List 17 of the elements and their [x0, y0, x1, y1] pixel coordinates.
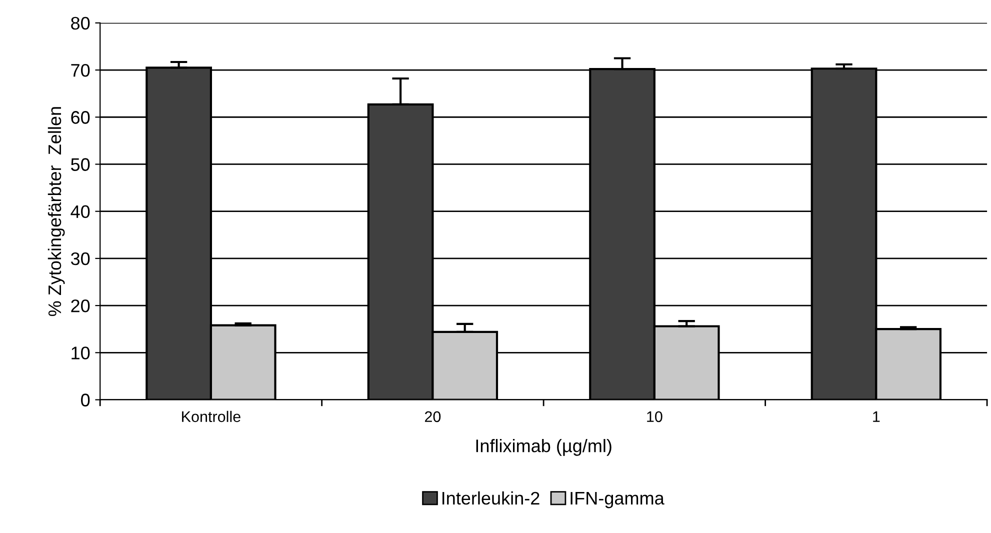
y-tick-label: 30: [70, 252, 90, 266]
legend-label: Interleukin-2: [442, 491, 540, 505]
y-tick-label: 50: [71, 158, 90, 171]
y-tick-label: 10: [72, 346, 90, 360]
y-tick-label: 20: [71, 299, 90, 312]
x-tick-label: 1: [873, 411, 880, 422]
y-tick-label: 60: [71, 111, 90, 124]
y-tick-label: 80: [71, 16, 90, 30]
x-axis-title: Infliximab (µg/ml): [476, 438, 612, 456]
x-tick-label: 10: [647, 411, 662, 422]
y-tick-label: 70: [71, 64, 90, 77]
x-tick-label: Kontrolle: [182, 410, 240, 422]
x-tick-label: 20: [424, 411, 441, 422]
y-tick-label: 40: [70, 205, 90, 218]
legend-label: IFN-gamma: [570, 492, 664, 508]
y-axis-title: % Zytokingefärbter Zellen: [48, 107, 65, 316]
y-tick-label: 0: [81, 394, 90, 406]
